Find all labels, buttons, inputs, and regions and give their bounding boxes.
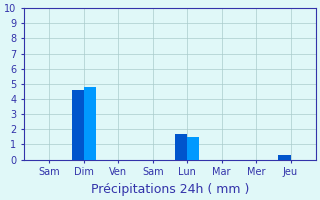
X-axis label: Précipitations 24h ( mm ): Précipitations 24h ( mm ) [91,183,249,196]
Bar [278,155,291,160]
Bar [187,137,199,160]
Bar [84,87,96,160]
Bar [72,90,84,160]
Bar [175,134,187,160]
